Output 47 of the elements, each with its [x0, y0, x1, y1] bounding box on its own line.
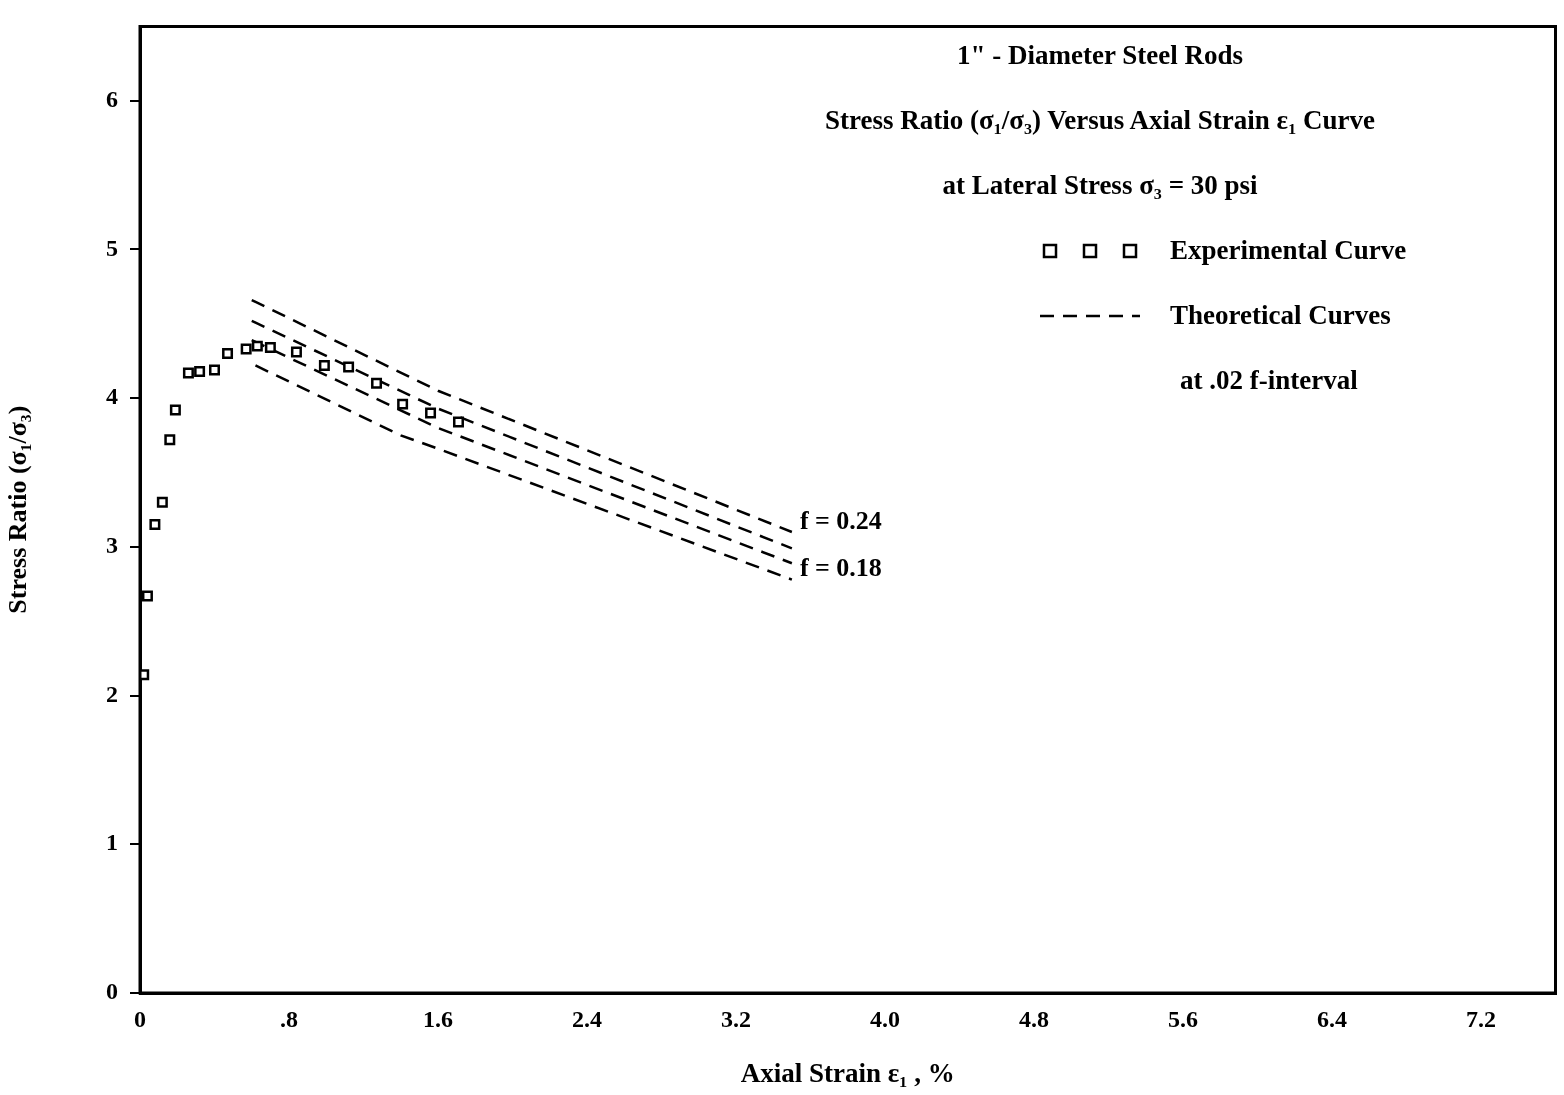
x-tick-label: 2.4 [572, 1005, 602, 1032]
annotation: f = 0.24 [799, 505, 882, 535]
x-tick-label: 4.8 [1019, 1005, 1049, 1032]
text: 1" - Diameter Steel Rods [956, 40, 1244, 71]
x-tick-label: 7.2 [1466, 1005, 1496, 1032]
point [164, 434, 176, 446]
x-tick-label: 5.6 [1168, 1005, 1198, 1032]
text: Stress Ratio (σ₁/σ₃) Versus Axial Strain ε₁ Curve [824, 105, 1376, 136]
x-tick-label: 0 [134, 1005, 146, 1032]
annotation: f = 0.18 [799, 553, 882, 583]
x-tick-label: 6.4 [1317, 1005, 1347, 1032]
point [343, 361, 355, 373]
point [453, 416, 464, 428]
x-axis-title: Axial Strain ε₁ , % [740, 1057, 955, 1088]
legend-label: Experimental Curve [1170, 235, 1407, 266]
point [194, 365, 206, 377]
point [156, 496, 168, 508]
point [149, 519, 161, 531]
line-series [254, 364, 794, 581]
point [222, 348, 234, 360]
point [264, 342, 276, 354]
point [425, 407, 437, 419]
point [290, 346, 302, 358]
point [141, 590, 153, 602]
legend-label: Theoretical Curves [1170, 300, 1391, 331]
annotation: at .02 f-interval [1180, 365, 1359, 396]
point [240, 343, 252, 355]
point [318, 359, 330, 371]
point [251, 340, 263, 352]
y-tick-label: 2 [106, 680, 118, 707]
point [169, 404, 181, 416]
point [209, 364, 220, 376]
point [371, 377, 383, 389]
x-tick-label: 4.0 [870, 1005, 900, 1032]
point [397, 398, 409, 410]
y-tick-label: 1 [106, 829, 118, 856]
x-tick-label: .8 [280, 1005, 298, 1032]
x-tick-label: 1.6 [423, 1005, 453, 1032]
y-tick-label: 3 [106, 532, 118, 559]
x-tick-label: 3.2 [721, 1005, 751, 1032]
y-tick-label: 4 [106, 383, 118, 410]
y-tick-label: 6 [106, 85, 118, 112]
y-axis-title: Stress Ratio (σ₁/σ₃) [3, 405, 33, 614]
y-tick-label: 5 [106, 234, 118, 261]
point [182, 367, 194, 379]
y-tick-label: 0 [106, 978, 118, 1005]
annotation: at Lateral Stress σ₃ = 30 psi [941, 170, 1259, 201]
